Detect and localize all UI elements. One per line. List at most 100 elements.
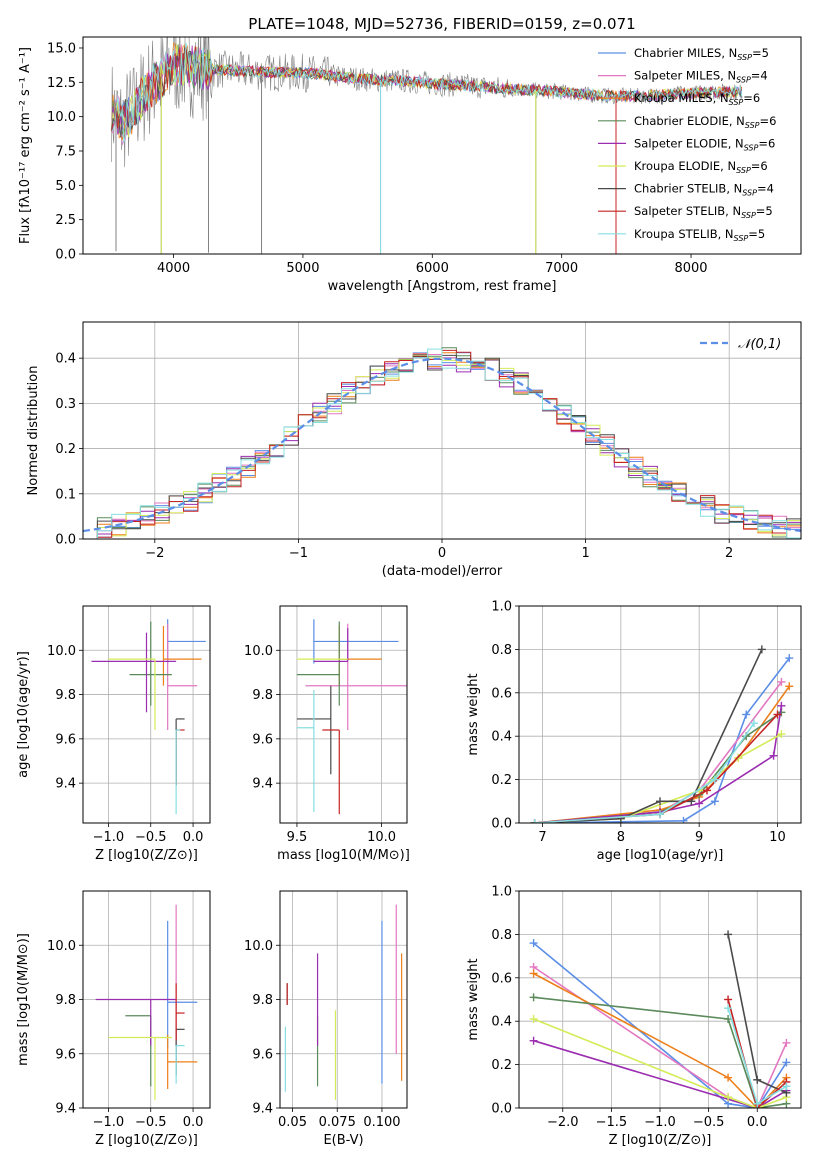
mass-weight-line xyxy=(533,996,787,1108)
mass-weight-marker xyxy=(782,1058,791,1067)
y-tick-label: 10.0 xyxy=(47,110,76,125)
mass-weight-marker xyxy=(782,1082,791,1091)
mass-weight-marker xyxy=(529,1036,538,1045)
x-tick-label: 0.0 xyxy=(183,1115,204,1130)
legend-label: Kroupa ELODIE, NSSP=6 xyxy=(634,159,768,175)
legend-label: Kroupa STELIB, NSSP=5 xyxy=(634,227,765,243)
legend-label: Salpeter MILES, NSSP=4 xyxy=(634,69,768,85)
mass-vs-z-plot xyxy=(95,904,198,1100)
x-tick-label: 9.5 xyxy=(287,830,308,845)
figure-title: PLATE=1048, MJD=52736, FIBERID=0159, z=0… xyxy=(248,15,635,33)
y-axis-label: mass weight xyxy=(466,958,481,1040)
x-axis-label: age [log10(age/yr)] xyxy=(597,848,724,863)
y-tick-label: 0.2 xyxy=(491,773,512,788)
y-tick-label: 9.4 xyxy=(55,1102,76,1117)
mass-weight-marker xyxy=(529,939,538,948)
x-axis-label: Z [log10(Z/Z⊙)] xyxy=(95,848,198,863)
x-tick-label: −2 xyxy=(145,546,164,561)
y-tick-label: 9.6 xyxy=(55,1047,76,1062)
x-tick-label: 7 xyxy=(538,830,546,845)
x-tick-label: 4000 xyxy=(157,261,190,276)
mass-vs-ebv-frame xyxy=(279,890,408,1109)
legend-label: Chabrier STELIB, NSSP=4 xyxy=(634,182,774,198)
y-tick-label: 0.0 xyxy=(491,817,512,832)
y-tick-label: 10.0 xyxy=(244,644,273,659)
x-tick-label: −1 xyxy=(289,546,308,561)
x-tick-label: 0 xyxy=(438,546,446,561)
legend-label: Chabrier MILES, NSSP=5 xyxy=(634,46,769,62)
y-tick-label: 9.4 xyxy=(252,1102,273,1117)
mass-weight-marker xyxy=(724,1073,733,1082)
y-axis-label: mass [log10(M/M⊙)] xyxy=(16,933,31,1066)
y-tick-label: 1.0 xyxy=(491,600,512,615)
y-tick-label: 9.8 xyxy=(252,993,273,1008)
age-vs-z-plot xyxy=(91,619,206,815)
y-axis-label: mass weight xyxy=(466,673,481,755)
mass-weight-marker xyxy=(656,797,664,806)
y-tick-label: 0.4 xyxy=(491,730,512,745)
mass-weight-marker xyxy=(530,819,539,823)
residuals-plot xyxy=(83,347,801,539)
mass-weight-line xyxy=(727,999,787,1108)
mass-weight-marker xyxy=(750,719,758,728)
y-tick-label: 9.6 xyxy=(55,732,76,747)
mass-vs-z-frame xyxy=(82,890,211,1109)
mass-weight-line xyxy=(533,1039,787,1108)
mass-weight-marker xyxy=(777,730,786,739)
x-tick-label: 2 xyxy=(725,546,733,561)
x-axis-label: Z [log10(Z/Z⊙)] xyxy=(95,1133,198,1148)
mass-weight-marker xyxy=(529,969,538,978)
x-axis-label: (data-model)/error xyxy=(382,564,503,579)
y-tick-label: 10.0 xyxy=(244,939,273,954)
x-tick-label: 10.0 xyxy=(367,830,396,845)
age-vs-z-axes: −1.0 −0.5 0.0 9.4 9.6 9.8 10.0 Z [log10(Z/Z⊙)] a… xyxy=(16,606,210,863)
y-tick-label: 12.5 xyxy=(47,76,76,91)
x-axis-label: mass [log10(M/M⊙)] xyxy=(277,848,410,863)
mass-weight-marker xyxy=(742,710,751,719)
massweight-vs-age-frame xyxy=(518,605,802,824)
x-tick-label: −0.5 xyxy=(135,830,167,845)
legend-label: Chabrier ELODIE, NSSP=6 xyxy=(634,114,776,130)
x-tick-label: −1.0 xyxy=(93,1115,125,1130)
mass-weight-marker xyxy=(782,1038,791,1047)
y-tick-label: 0.0 xyxy=(55,248,76,263)
residuals-frame xyxy=(82,321,802,540)
massweight-vs-z-frame xyxy=(518,890,802,1109)
y-tick-label: 0.2 xyxy=(55,442,76,457)
mass-weight-marker xyxy=(710,797,719,806)
legend-label: 𝒩(0,1) xyxy=(738,337,781,352)
normal-reference-curve xyxy=(83,357,801,533)
y-tick-label: 10.0 xyxy=(47,939,76,954)
mass-weight-marker xyxy=(724,1093,733,1102)
spectrum-plot xyxy=(111,37,743,254)
x-tick-label: 8000 xyxy=(674,261,707,276)
x-tick-label: 7000 xyxy=(545,261,578,276)
x-tick-label: 6000 xyxy=(416,261,449,276)
y-tick-label: 5.0 xyxy=(55,179,76,194)
y-tick-label: 9.6 xyxy=(252,1047,273,1062)
y-tick-label: 9.4 xyxy=(252,777,273,792)
x-tick-label: −1.0 xyxy=(644,1115,676,1130)
mass-weight-line xyxy=(533,972,787,1108)
y-tick-label: 15.0 xyxy=(47,41,76,56)
x-tick-label: 5000 xyxy=(286,261,319,276)
y-tick-label: 0.0 xyxy=(55,533,76,548)
x-tick-label: 1 xyxy=(581,546,589,561)
y-tick-label: 0.3 xyxy=(55,397,76,412)
x-tick-label: 0.0 xyxy=(747,1115,768,1130)
mass-weight-marker xyxy=(753,1099,762,1108)
y-tick-label: 0.6 xyxy=(491,971,512,986)
y-tick-label: 9.8 xyxy=(252,688,273,703)
x-tick-label: −1.0 xyxy=(93,830,125,845)
y-tick-label: 0.4 xyxy=(491,1015,512,1030)
massweight-vs-z-plot xyxy=(529,930,791,1108)
x-tick-label: 0.075 xyxy=(319,1115,356,1130)
mass-weight-marker xyxy=(529,1015,538,1024)
y-tick-label: 1.0 xyxy=(491,885,512,900)
legend-label: Salpeter ELODIE, NSSP=6 xyxy=(634,136,775,152)
mass-weight-marker xyxy=(724,995,733,1004)
y-tick-label: 0.4 xyxy=(55,352,76,367)
y-tick-label: 0.8 xyxy=(491,928,512,943)
y-tick-label: 10.0 xyxy=(47,644,76,659)
